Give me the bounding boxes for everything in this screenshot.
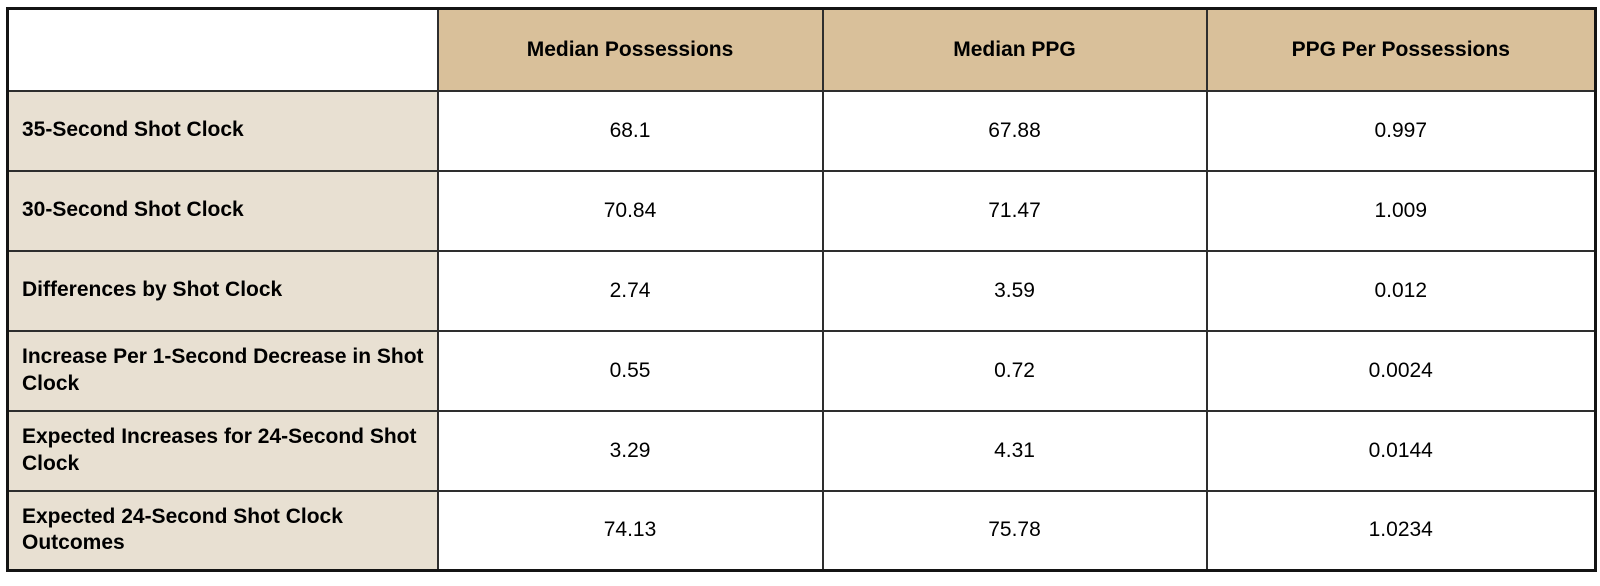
table-cell: 0.55 [436, 329, 824, 412]
table-cell: 1.0234 [1205, 489, 1597, 572]
table-cell: 71.47 [821, 169, 1208, 252]
corner-cell [6, 7, 439, 92]
table-cell: 4.31 [821, 409, 1208, 492]
table-cell: 3.29 [436, 409, 824, 492]
column-header-median-possessions: Median Possessions [436, 7, 824, 92]
shot-clock-stats-table: Median Possessions Median PPG PPG Per Po… [6, 7, 1597, 572]
table-cell: 67.88 [821, 89, 1208, 172]
column-header-median-ppg: Median PPG [821, 7, 1208, 92]
table-cell: 0.0024 [1205, 329, 1597, 412]
header-row: Median Possessions Median PPG PPG Per Po… [6, 7, 1597, 92]
table-cell: 2.74 [436, 249, 824, 332]
row-label: 35-Second Shot Clock [6, 89, 439, 172]
row-label: 30-Second Shot Clock [6, 169, 439, 252]
table-cell: 68.1 [436, 89, 824, 172]
table-cell: 3.59 [821, 249, 1208, 332]
row-label: Differences by Shot Clock [6, 249, 439, 332]
table-row-expected-increases: Expected Increases for 24-Second Shot Cl… [6, 409, 1597, 492]
row-label: Expected Increases for 24-Second Shot Cl… [6, 409, 439, 492]
table-row-increase-per-second: Increase Per 1-Second Decrease in Shot C… [6, 329, 1597, 412]
column-header-ppg-per-possessions: PPG Per Possessions [1205, 7, 1597, 92]
table-cell: 1.009 [1205, 169, 1597, 252]
table-row-35-second: 35-Second Shot Clock 68.1 67.88 0.997 [6, 89, 1597, 172]
table-cell: 0.997 [1205, 89, 1597, 172]
table-cell: 74.13 [436, 489, 824, 572]
table-row-differences: Differences by Shot Clock 2.74 3.59 0.01… [6, 249, 1597, 332]
table-cell: 70.84 [436, 169, 824, 252]
table-cell: 75.78 [821, 489, 1208, 572]
table-row-30-second: 30-Second Shot Clock 70.84 71.47 1.009 [6, 169, 1597, 252]
row-label: Expected 24-Second Shot Clock Outcomes [6, 489, 439, 572]
table-row-expected-outcomes: Expected 24-Second Shot Clock Outcomes 7… [6, 489, 1597, 572]
table-cell: 0.0144 [1205, 409, 1597, 492]
row-label: Increase Per 1-Second Decrease in Shot C… [6, 329, 439, 412]
table-cell: 0.72 [821, 329, 1208, 412]
table-cell: 0.012 [1205, 249, 1597, 332]
